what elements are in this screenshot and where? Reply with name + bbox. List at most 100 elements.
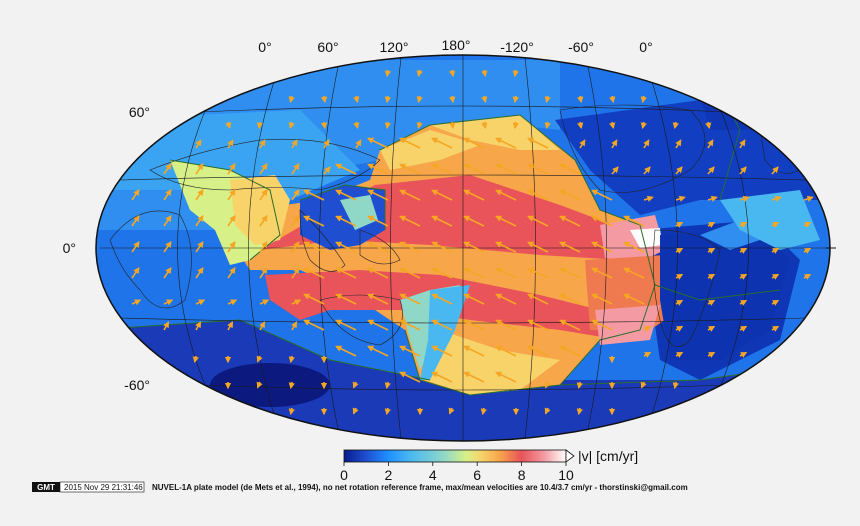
- velocity-arrow: [256, 381, 263, 389]
- velocity-arrow: [611, 166, 619, 175]
- velocity-arrow: [259, 215, 268, 227]
- velocity-arrow: [335, 215, 357, 227]
- velocity-arrow: [288, 355, 295, 364]
- velocity-arrow: [399, 189, 421, 201]
- velocity-arrow: [353, 121, 360, 130]
- velocity-arrow: [463, 345, 485, 357]
- velocity-arrow: [303, 241, 325, 253]
- velocity-arrow: [739, 166, 747, 175]
- colorbar-ramp: [343, 449, 567, 463]
- velocity-arrow: [643, 325, 652, 332]
- velocity-arrow: [623, 215, 645, 227]
- velocity-arrow: [559, 163, 581, 175]
- velocity-arrow: [291, 163, 300, 175]
- velocity-arrow: [291, 189, 300, 201]
- velocity-arrow: [431, 293, 453, 305]
- velocity-arrow: [431, 371, 453, 383]
- velocity-arrow: [675, 351, 684, 358]
- velocity-arrow: [463, 137, 485, 149]
- velocity-arrow: [495, 189, 517, 201]
- velocity-arrow: [577, 95, 584, 104]
- velocity-arrow: [399, 345, 421, 357]
- velocity-arrows: [131, 69, 814, 416]
- velocity-arrow: [367, 293, 389, 305]
- velocity-arrow: [288, 121, 295, 130]
- velocity-arrow: [163, 189, 172, 201]
- velocity-arrow: [367, 267, 389, 279]
- velocity-arrow: [259, 299, 270, 306]
- velocity-arrow: [675, 273, 684, 280]
- velocity-arrow: [384, 69, 392, 78]
- velocity-arrow: [591, 215, 613, 227]
- velocity-arrow: [463, 163, 485, 175]
- lon-label-neg120: -120°: [500, 39, 534, 55]
- velocity-arrow: [675, 195, 686, 202]
- velocity-arrow: [256, 121, 264, 130]
- lon-label-0-east: 0°: [639, 39, 652, 55]
- velocity-arrow: [367, 345, 389, 357]
- velocity-arrow: [739, 221, 748, 228]
- colorbar: 0 2 4 6 8 10 |v| [cm/yr]: [340, 448, 638, 483]
- velocity-arrow: [259, 241, 268, 253]
- velocity-arrow: [399, 293, 421, 305]
- velocity-arrow: [323, 166, 331, 175]
- velocity-arrow: [527, 345, 549, 357]
- colorbar-tick-8: 8: [518, 467, 526, 483]
- velocity-arrow: [163, 321, 170, 331]
- velocity-arrow: [495, 371, 517, 383]
- velocity-arrow: [195, 299, 206, 306]
- colorbar-tick-2: 2: [385, 467, 393, 483]
- velocity-arrow: [803, 195, 814, 202]
- velocity-arrow: [512, 121, 519, 130]
- velocity-arrow: [291, 241, 300, 253]
- colorbar-tick-6: 6: [473, 467, 481, 483]
- velocity-arrow: [288, 95, 295, 104]
- velocity-arrow: [352, 381, 359, 389]
- velocity-arrow: [256, 355, 263, 363]
- velocity-arrow: [399, 215, 421, 227]
- velocity-arrow: [448, 407, 455, 415]
- velocity-arrow: [227, 139, 234, 149]
- velocity-arrow: [577, 121, 584, 130]
- velocity-arrow: [291, 299, 302, 306]
- velocity-arrow: [675, 247, 684, 254]
- velocity-arrow: [771, 325, 780, 332]
- velocity-arrow: [399, 137, 421, 149]
- velocity-arrow: [527, 267, 549, 279]
- velocity-arrow: [367, 163, 389, 175]
- velocity-arrow: [463, 267, 485, 279]
- velocity-arrow: [640, 381, 647, 389]
- gmt-logo: GMT: [37, 483, 55, 492]
- lon-label-60: 60°: [317, 39, 338, 55]
- velocity-arrow: [591, 267, 613, 279]
- velocity-arrow: [399, 319, 421, 331]
- velocity-arrow: [431, 241, 453, 253]
- velocity-arrow: [352, 407, 359, 415]
- velocity-arrow: [320, 95, 328, 104]
- velocity-arrow: [576, 407, 583, 416]
- velocity-arrow: [512, 95, 519, 104]
- velocity-arrow: [259, 189, 268, 201]
- velocity-arrow: [643, 351, 652, 358]
- velocity-arrow: [431, 345, 453, 357]
- velocity-arrow: [640, 121, 647, 130]
- velocity-arrow: [431, 189, 453, 201]
- timestamp: 2015 Nov 29 21:31:46: [64, 483, 143, 492]
- velocity-arrow: [367, 137, 389, 149]
- velocity-arrow: [431, 137, 453, 149]
- lon-label-0: 0°: [258, 39, 271, 55]
- velocity-arrow: [448, 95, 456, 104]
- velocity-arrow: [131, 215, 140, 227]
- velocity-arrow: [559, 189, 581, 201]
- velocity-arrow: [544, 381, 551, 389]
- velocity-arrow: [335, 189, 357, 201]
- velocity-arrow: [131, 267, 140, 279]
- velocity-arrow: [591, 189, 613, 201]
- colorbar-tick-10: 10: [558, 467, 574, 483]
- velocity-arrow: [355, 139, 362, 149]
- velocity-arrow: [705, 121, 712, 130]
- velocity-arrow: [675, 299, 684, 306]
- velocity-arrow: [448, 69, 456, 78]
- velocity-arrow: [399, 163, 421, 175]
- velocity-arrow: [227, 299, 238, 306]
